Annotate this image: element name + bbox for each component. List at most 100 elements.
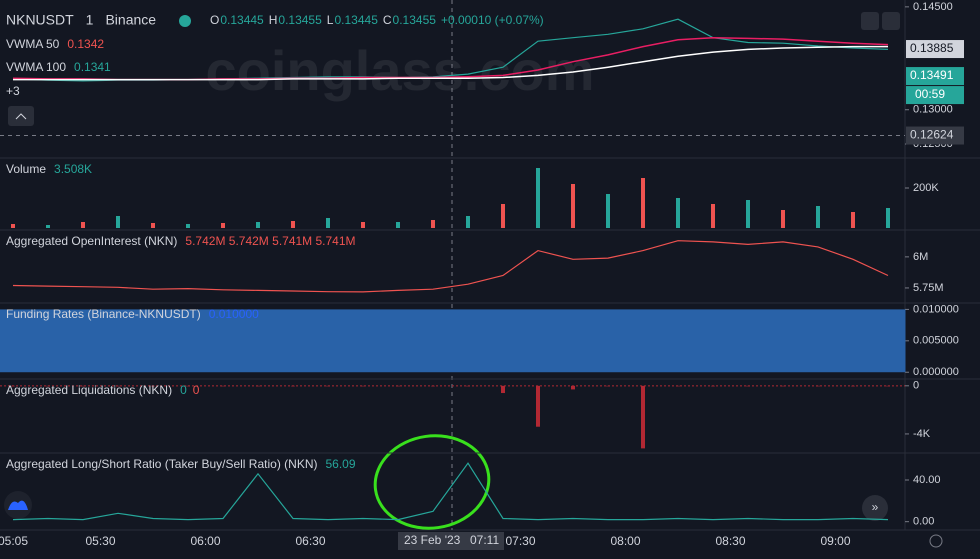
bar [571,385,575,390]
y-axis: 0.010000 0.005000 0.000000 [905,303,959,378]
bar [256,385,260,387]
symbol-info: Binance [105,12,156,28]
bar [81,385,85,387]
bar [816,385,820,387]
bar [0,309,31,373]
crosshair-label-box [398,532,504,550]
bar [641,178,645,228]
y-tick-label: 0.14500 [913,1,953,13]
legend-value: 0.1341 [74,60,111,74]
y-tick-label: 0.010000 [913,303,959,315]
panel-value: 3.508K [54,162,92,176]
bar [676,198,680,228]
ohlc-key: L [327,13,334,27]
bar [170,309,206,373]
bar [30,309,66,373]
y-tick-label: 0.13000 [913,104,953,116]
x-tick-label: 06:00 [190,534,220,548]
fullscreen-button[interactable] [882,12,900,30]
y-tick-label: 0.00 [913,516,934,528]
bar [240,309,276,373]
y-tick-label: 6M [913,251,928,263]
bar [151,223,155,228]
bar [781,210,785,228]
bar [536,168,540,228]
bar [730,309,766,373]
panel-value: 56.09 [325,457,355,471]
scroll-button[interactable] [861,12,879,30]
series-line [12,240,889,293]
y-tick-label: 0.005000 [913,335,959,347]
x-tick-label: 09:00 [820,534,850,548]
bar [310,309,346,373]
legend-name: VWMA 100 [6,60,66,74]
bar [415,309,451,373]
collapse-icon [15,113,27,120]
bar [275,309,311,373]
legend-name: VWMA 50 [6,37,60,51]
logo-icon [8,500,28,510]
panel-title: Aggregated OpenInterest (NKN) [6,234,177,248]
bar [116,216,120,228]
bar [641,385,645,449]
bar [746,200,750,228]
collapse-button[interactable] [8,106,34,126]
y-axis: 200K [905,182,939,194]
ohlc-key: O [210,13,219,27]
bar [100,309,136,373]
settings-icon[interactable] [929,534,943,548]
y-axis: 0 -4K [905,380,931,440]
scroll-right-button[interactable] [862,495,888,521]
bar [361,222,365,228]
bar [326,218,330,228]
series-line [13,45,888,81]
annotation-circle [373,434,491,530]
bar [46,225,50,228]
change: +0.00010 (+0.07%) [441,13,544,27]
ohlc-value: 0.13455 [393,13,437,27]
ohlc-value: 0.13445 [220,13,264,27]
bar [291,221,295,228]
price-marker [906,67,964,86]
y-tick-label: 200K [913,182,939,194]
ohlc-value: 0.13445 [334,13,378,27]
bar [816,206,820,228]
panel-title: Volume [6,162,46,176]
bar [536,385,540,427]
bar [450,309,486,373]
bar [256,222,260,228]
price-marker [906,126,964,145]
x-tick-label: 05:30 [85,534,115,548]
bar [870,309,906,373]
scroll-right-icon: » [872,500,879,514]
y-axis: 40.00 0.00 [905,474,941,528]
x-tick-label: 06:30 [295,534,325,548]
bar [186,224,190,228]
panel-title: Aggregated Liquidations (NKN) [6,383,172,397]
bar [625,309,661,373]
price-marker-label: 0.13885 [910,41,954,55]
watermark: coinglass.com [205,39,594,102]
panel-value: 0 [180,383,187,397]
bar [555,309,591,373]
price-marker [906,40,964,59]
panel-title: Aggregated Long/Short Ratio (Taker Buy/S… [6,457,317,471]
y-tick-label: 0 [913,380,919,392]
countdown-box [906,86,964,105]
bar [431,220,435,228]
y-tick-label: 0.000000 [913,366,959,378]
bar [396,222,400,228]
bar [520,309,556,373]
price-marker-label: 0.13491 [910,68,954,82]
y-tick-label: 5.75M [913,282,944,294]
bar [65,309,101,373]
symbol-info: NKNUSDT [6,12,74,28]
series-line [12,462,889,521]
bar [676,385,680,387]
bar [221,385,225,387]
panel-value: 0.010000 [209,307,259,321]
crosshair-time: 07:11 [470,533,499,547]
panel-value: 5.742M 5.742M 5.741M 5.741M [185,234,355,248]
